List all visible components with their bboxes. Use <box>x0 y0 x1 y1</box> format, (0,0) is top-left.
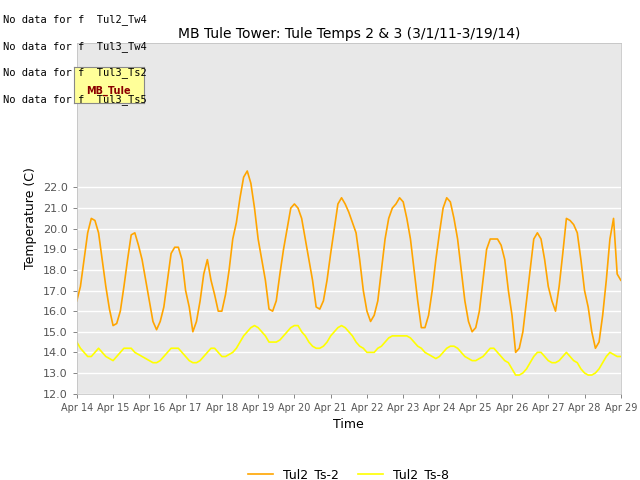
Tul2_Ts-2 <box>617 277 625 283</box>
Tul2_Ts-2 <box>243 168 251 174</box>
Y-axis label: Temperature (C): Temperature (C) <box>24 168 37 269</box>
Text: No data for f  Tul3_Ts2: No data for f Tul3_Ts2 <box>3 67 147 78</box>
Tul2_Ts-2 <box>341 201 349 207</box>
Legend: Tul2_Ts-2, Tul2_Ts-8: Tul2_Ts-2, Tul2_Ts-8 <box>243 463 454 480</box>
Text: No data for f  Tul3_Tw4: No data for f Tul3_Tw4 <box>3 41 147 52</box>
Tul2_Ts-8 <box>617 354 625 360</box>
Tul2_Ts-2 <box>269 308 276 314</box>
X-axis label: Time: Time <box>333 418 364 431</box>
Tul2_Ts-8 <box>251 323 259 328</box>
Tul2_Ts-2 <box>421 325 429 331</box>
Text: No data for f  Tul3_Ts5: No data for f Tul3_Ts5 <box>3 94 147 105</box>
Line: Tul2_Ts-8: Tul2_Ts-8 <box>77 325 621 375</box>
Text: No data for f  Tul2_Tw4: No data for f Tul2_Tw4 <box>3 14 147 25</box>
Tul2_Ts-8 <box>512 372 520 378</box>
Tul2_Ts-8 <box>458 349 465 355</box>
Tul2_Ts-8 <box>269 339 276 345</box>
Title: MB Tule Tower: Tule Temps 2 & 3 (3/1/11-3/19/14): MB Tule Tower: Tule Temps 2 & 3 (3/1/11-… <box>178 27 520 41</box>
Text: MB_Tule: MB_Tule <box>86 85 131 96</box>
Tul2_Ts-2 <box>73 298 81 304</box>
Tul2_Ts-2 <box>458 267 465 273</box>
Line: Tul2_Ts-2: Tul2_Ts-2 <box>77 171 621 352</box>
Tul2_Ts-2 <box>512 349 520 355</box>
Tul2_Ts-8 <box>341 325 349 331</box>
Tul2_Ts-8 <box>73 339 81 345</box>
Tul2_Ts-2 <box>406 236 414 242</box>
Tul2_Ts-8 <box>421 349 429 355</box>
Tul2_Ts-8 <box>613 354 621 360</box>
Tul2_Ts-2 <box>613 271 621 277</box>
Tul2_Ts-8 <box>406 335 414 341</box>
